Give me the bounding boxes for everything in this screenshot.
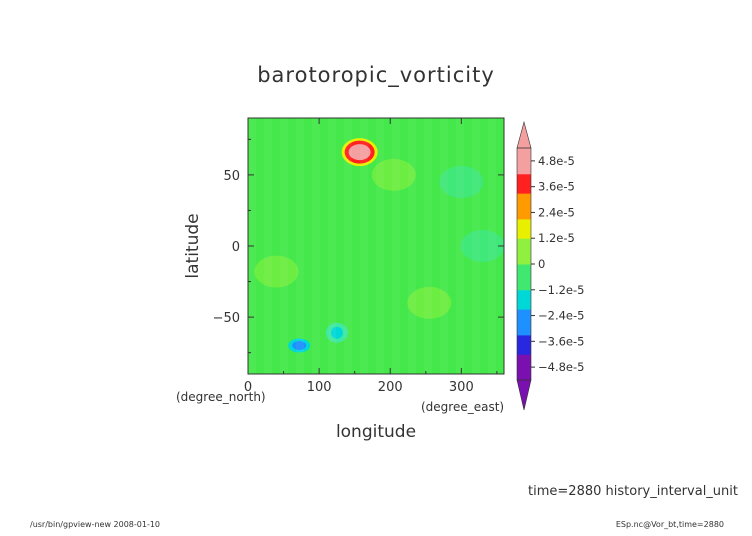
colorbar-top-arrow — [516, 120, 532, 149]
colorbar-segment — [517, 212, 531, 220]
y-tick-label: 50 — [223, 169, 240, 184]
colorbar-segment — [517, 180, 531, 188]
colorbar-segment — [517, 283, 531, 291]
colorbar-segment — [517, 206, 531, 213]
field-band — [424, 118, 432, 374]
field-band — [312, 118, 320, 374]
vortex-core — [330, 326, 343, 339]
colorbar-segment — [517, 225, 531, 233]
field-band — [472, 118, 480, 374]
colorbar-segment — [517, 296, 531, 304]
field-patch — [460, 230, 504, 262]
field-band — [488, 118, 496, 374]
colorbar-segment — [517, 238, 531, 246]
colorbar-segment — [517, 322, 531, 329]
field-band — [296, 118, 304, 374]
colorbar-label: −3.6e-5 — [538, 334, 584, 348]
colorbar-bottom-arrow — [516, 379, 532, 411]
colorbar-label: −1.2e-5 — [538, 283, 584, 297]
x-tick-label: 200 — [378, 380, 403, 395]
colorbar-segment — [517, 354, 531, 362]
y-axis-unit: (degree_north) — [176, 390, 266, 404]
field-band — [264, 118, 272, 374]
y-axis: 50 0 −50 — [213, 138, 504, 354]
field-band — [360, 118, 368, 374]
x-tick-label: 100 — [307, 380, 332, 395]
colorbar-segment — [517, 289, 531, 297]
colorbar-segment — [517, 148, 531, 155]
colorbar-segment — [517, 167, 531, 175]
colorbar-segment — [517, 218, 531, 226]
colorbar-segment — [517, 328, 531, 336]
field-band — [328, 118, 336, 374]
field-band — [280, 118, 288, 374]
field-patch — [254, 255, 299, 288]
colorbar-label: 0 — [538, 257, 545, 271]
colorbar-segment — [517, 257, 531, 265]
colorbar-segment — [517, 244, 531, 252]
colorbar-segment — [517, 315, 531, 323]
colorbar-segment — [517, 276, 531, 284]
vortex-core — [292, 341, 307, 351]
colorbar-segment — [517, 373, 531, 381]
field-patch — [407, 286, 452, 319]
colorbar-label: 3.6e-5 — [538, 180, 575, 194]
field-band — [456, 118, 464, 374]
field-band — [392, 118, 400, 374]
x-axis-label: longitude — [336, 422, 416, 442]
colorbar-segment — [517, 347, 531, 355]
footer-right: ESp.nc@Vor_bt,time=2880 — [616, 520, 724, 529]
colorbar-segment — [517, 173, 531, 181]
time-label: time=2880 history_interval_unit — [528, 484, 738, 499]
x-tick-label: 0 — [244, 380, 252, 395]
y-axis-label: latitude — [183, 213, 203, 278]
x-tick-label: 300 — [449, 380, 474, 395]
field-patch — [439, 166, 484, 198]
y-tick-label: 0 — [232, 240, 240, 255]
field-band — [440, 118, 448, 374]
footer-left: /usr/bin/gpview-new 2008-01-10 — [30, 520, 160, 529]
field-patch — [371, 158, 416, 191]
colorbar-segment — [517, 231, 531, 239]
colorbar-segment — [517, 360, 531, 368]
colorbar-segment — [517, 193, 531, 201]
colorbar-label: 1.2e-5 — [538, 231, 575, 245]
y-tick-label: −50 — [213, 311, 240, 326]
colorbar-label: 4.8e-5 — [538, 154, 575, 168]
x-axis-unit: (degree_east) — [421, 400, 504, 414]
chart-title: barotoropic_vorticity — [257, 63, 495, 88]
colorbar-segment — [517, 270, 531, 278]
field-band — [408, 118, 416, 374]
colorbar-label: −2.4e-5 — [538, 309, 584, 323]
colorbar-segment — [517, 334, 531, 342]
colorbar-segment — [517, 160, 531, 168]
colorbar-segment — [517, 199, 531, 207]
colorbar-segment — [517, 367, 531, 375]
colorbar-label: 2.4e-5 — [538, 205, 575, 219]
colorbar-segment — [517, 264, 531, 271]
colorbar-segment — [517, 154, 531, 162]
colorbar-label: −4.8e-5 — [538, 360, 584, 374]
colorbar-segment — [517, 186, 531, 194]
colorbar-segment — [517, 302, 531, 310]
field-band — [344, 118, 352, 374]
vortex-core — [348, 144, 371, 161]
colorbar-segment — [517, 341, 531, 349]
colorbar: 4.8e-5 3.6e-5 2.4e-5 1.2e-5 0 −1.2e-5 −2.4e-5 −… — [516, 120, 584, 411]
colorbar-segment — [517, 309, 531, 317]
x-axis: 0 100 200 300 — [244, 118, 498, 395]
field-band — [376, 118, 384, 374]
colorbar-segment — [517, 251, 531, 259]
